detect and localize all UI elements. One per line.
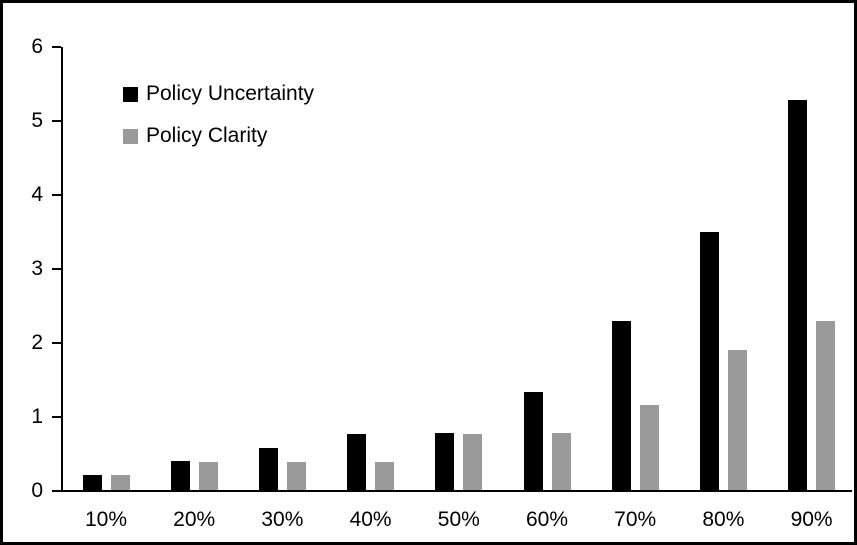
y-axis-label-2: 2 bbox=[31, 331, 43, 354]
bar-policy-uncertainty-10% bbox=[82, 475, 102, 490]
bar-policy-uncertainty-60% bbox=[523, 392, 543, 490]
bar-policy-uncertainty-90% bbox=[788, 99, 808, 490]
bar-policy-uncertainty-40% bbox=[347, 434, 367, 490]
bar-policy-uncertainty-30% bbox=[258, 448, 278, 490]
y-axis-label-4: 4 bbox=[31, 183, 43, 206]
y-axis-tick-1 bbox=[52, 416, 61, 418]
bar-policy-uncertainty-20% bbox=[170, 460, 190, 490]
y-axis-tick-2 bbox=[52, 342, 61, 344]
x-axis-label-90%: 90% bbox=[790, 508, 833, 531]
bar-policy-uncertainty-50% bbox=[435, 432, 455, 490]
legend-item-policy-clarity: Policy Clarity bbox=[123, 124, 314, 147]
y-axis-tick-0 bbox=[52, 490, 61, 492]
bar-policy-clarity-80% bbox=[727, 350, 747, 490]
bar-policy-uncertainty-80% bbox=[699, 232, 719, 490]
legend-swatch-policy-clarity bbox=[123, 128, 138, 144]
bar-policy-clarity-60% bbox=[551, 433, 571, 490]
bar-policy-clarity-10% bbox=[110, 475, 130, 490]
bar-policy-clarity-40% bbox=[375, 462, 395, 490]
bar-policy-uncertainty-70% bbox=[611, 320, 631, 490]
legend-label-policy-clarity: Policy Clarity bbox=[146, 124, 268, 147]
x-axis-label-50%: 50% bbox=[437, 508, 480, 531]
bar-policy-clarity-20% bbox=[198, 462, 218, 490]
x-axis-label-40%: 40% bbox=[349, 508, 392, 531]
x-axis-label-80%: 80% bbox=[702, 508, 745, 531]
y-axis-label-5: 5 bbox=[31, 109, 43, 132]
bar-policy-clarity-30% bbox=[286, 462, 306, 490]
y-axis-tick-3 bbox=[52, 268, 61, 270]
x-axis-label-10%: 10% bbox=[84, 508, 128, 531]
y-axis-label-0: 0 bbox=[31, 479, 43, 502]
y-axis-label-3: 3 bbox=[31, 257, 43, 280]
x-axis-label-60%: 60% bbox=[525, 508, 569, 531]
y-axis-label-1: 1 bbox=[31, 405, 43, 428]
y-axis-tick-5 bbox=[52, 120, 61, 122]
x-axis-label-30%: 30% bbox=[261, 508, 304, 531]
bar-policy-clarity-70% bbox=[639, 405, 659, 490]
legend: Policy Uncertainty Policy Clarity bbox=[123, 82, 315, 167]
plot-area bbox=[61, 47, 852, 492]
y-axis-tick-6 bbox=[52, 46, 61, 48]
y-axis-tick-4 bbox=[52, 194, 61, 196]
y-axis-label-6: 6 bbox=[31, 35, 43, 58]
bar-policy-clarity-50% bbox=[463, 434, 483, 490]
x-axis-label-20%: 20% bbox=[173, 508, 216, 531]
x-axis-label-70%: 70% bbox=[614, 508, 657, 531]
legend-swatch-policy-uncertainty bbox=[123, 86, 138, 102]
legend-label-policy-uncertainty: Policy Uncertainty bbox=[146, 82, 315, 105]
bar-policy-clarity-90% bbox=[816, 320, 836, 490]
legend-item-policy-uncertainty: Policy Uncertainty bbox=[123, 82, 315, 105]
